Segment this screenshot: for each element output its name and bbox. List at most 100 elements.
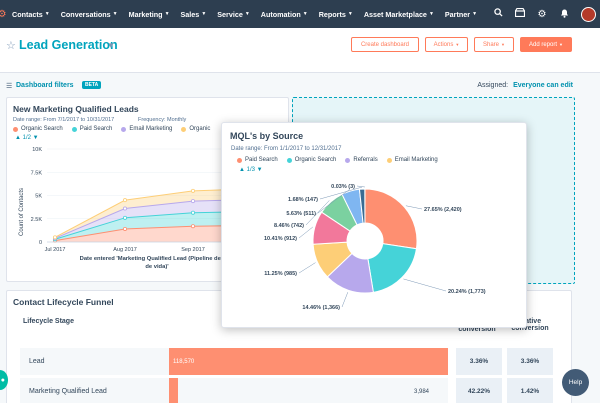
legend-label: Organic Search [294,157,337,163]
legend-item[interactable]: Organic Search [13,126,63,132]
nav-item-label: Service [217,9,243,19]
user-avatar[interactable] [581,6,596,22]
conversion-value: 42.22% [456,378,502,403]
chevron-down-icon[interactable]: ▼ [107,41,115,50]
assigned-value-link[interactable]: Everyone can edit [513,82,573,89]
actions-button[interactable]: Actions ▼ [425,37,468,52]
nav-item-sales[interactable]: Sales ▼ [181,10,207,19]
chat-widget-icon[interactable]: ● [0,370,8,390]
pager-next-icon[interactable]: ▼ [256,167,263,173]
legend-item[interactable]: Referrals [345,157,378,163]
nav-item-marketing[interactable]: Marketing ▼ [129,10,170,19]
area-series-2 [55,199,262,240]
nav-item-asset-marketplace[interactable]: Asset Marketplace ▼ [364,10,434,19]
legend-item[interactable]: Organic Search [286,157,337,163]
help-button[interactable]: Help [562,369,589,396]
date-range: Date range: From 7/1/2017 to 10/31/2017 [13,117,115,123]
nav-item-automation[interactable]: Automation ▼ [261,10,308,19]
slice-label: 10.41% (912) [264,236,297,242]
pager-prev-icon[interactable]: ▲ [15,135,21,141]
funnel-stage-label: Marketing Qualified Lead [29,388,107,395]
nav-item-partner[interactable]: Partner ▼ [445,10,477,19]
settings-gear-icon[interactable]: ⚙ [537,8,547,20]
data-point [190,224,195,229]
mql-by-source-popup[interactable]: MQL's by Source Date range: From 1/1/201… [221,122,527,328]
report-title[interactable]: New Marketing Qualified Leads [13,104,139,114]
legend-swatch [13,126,18,132]
legend-item[interactable]: Email Marketing [121,126,172,132]
slice-label: 1.68% (147) [288,197,318,203]
dashboard-header: ☆ Lead Generation ▼ Create dashboard Act… [0,28,600,73]
chevron-down-icon: ▼ [472,11,478,17]
legend-swatch [71,126,77,132]
data-point [53,235,58,240]
slice-leader-line [356,185,365,188]
report-title[interactable]: MQL's by Source [230,131,304,141]
legend-pager[interactable]: ▲ 1/2 ▼ [15,135,39,141]
chevron-down-icon: ▼ [302,11,308,17]
hubspot-logo-icon[interactable]: ⚙ [0,8,7,20]
pager-prev-icon[interactable]: ▲ [239,167,245,173]
share-button[interactable]: Share ▼ [474,37,514,52]
report-title[interactable]: Contact Lifecycle Funnel [13,297,114,307]
nav-item-contacts[interactable]: Contacts ▼ [12,10,50,19]
chevron-down-icon: ▼ [164,11,170,17]
nav-item-label: Conversations [60,9,111,19]
conversion-header: conversion [458,326,496,333]
add-report-button[interactable]: Add report ▼ [520,37,572,52]
filter-list-icon[interactable]: ☰ [6,83,13,90]
legend-item[interactable]: Paid Search [237,157,278,163]
create-dashboard-button[interactable]: Create dashboard [351,37,419,52]
cumulative-header-line1: ulative [518,318,542,325]
legend-item[interactable]: Paid Search [71,126,112,132]
top-navigation: ⚙ Contacts ▼ Conversations ▼ Marketing ▼ Sales… [0,0,600,28]
x-axis-label: Date entered 'Marketing Qualified Lead (… [80,256,235,262]
area-series-0 [55,225,262,242]
legend-pager[interactable]: ▲ 1/3 ▼ [239,167,263,173]
legend-swatch [181,126,187,132]
nav-item-label: Asset Marketplace [363,9,427,19]
favorite-star-icon[interactable]: ☆ [6,40,16,52]
funnel-value: 118,570 [173,359,195,365]
chevron-down-icon: ▼ [501,42,505,47]
slice-leader-line [403,278,447,292]
legend-item[interactable]: Email Marketing [386,157,438,163]
legend-swatch [286,157,292,163]
legend-item[interactable]: Organic [181,126,210,132]
funnel-bar[interactable] [169,348,448,375]
data-point [190,210,195,215]
x-axis-label-line2: de vida)' [145,264,169,270]
dashboard-title[interactable]: Lead Generation [19,38,118,52]
x-tick-label: Aug 2017 [113,247,137,253]
search-icon[interactable] [487,8,509,20]
legend-swatch [386,157,392,163]
funnel-row[interactable]: Marketing Qualified Lead 3,984 [20,378,448,403]
chevron-down-icon: ▼ [559,42,563,47]
data-point [123,206,128,211]
chevron-down-icon: ▼ [44,11,50,17]
pager-next-icon[interactable]: ▼ [32,135,39,141]
chevron-down-icon: ▼ [347,11,353,17]
nav-item-service[interactable]: Service ▼ [217,10,250,19]
beta-badge: BETA [82,81,102,89]
nav-item-reports[interactable]: Reports ▼ [319,10,353,19]
notification-bell-icon[interactable] [553,8,575,21]
slice-leader-line [298,262,316,274]
slice-label: 11.25% (985) [264,271,297,277]
slice-leader-line [298,226,314,239]
y-tick-label: 10K [32,147,42,153]
dashboard-filters-link[interactable]: Dashboard filters [16,82,74,89]
legend-swatch [237,157,242,163]
funnel-row[interactable]: Lead 118,570 [20,348,448,375]
slice-label: 8.46% (742) [274,223,304,229]
slice-leader-line [317,188,351,214]
date-range: Date range: From 1/1/2017 to 12/31/2017 [231,146,342,152]
funnel-bar[interactable] [169,378,179,403]
marketplace-icon[interactable] [509,7,531,20]
slice-leader-line [405,205,423,210]
nav-item-conversations[interactable]: Conversations ▼ [61,10,118,19]
data-point [123,226,128,231]
nav-item-label: Marketing [128,9,163,19]
legend-label: Paid Search [245,157,278,163]
funnel-value: 3,984 [414,389,430,395]
